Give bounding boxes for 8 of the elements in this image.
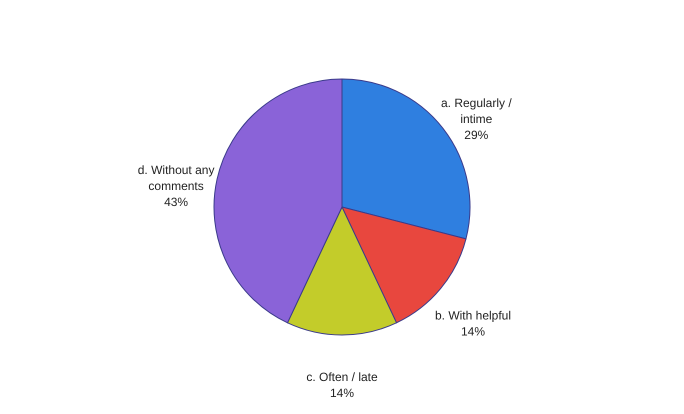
slice-label: d. Without any comments bbox=[138, 162, 214, 193]
data-label: 43% bbox=[164, 194, 188, 209]
data-label: 14% bbox=[460, 324, 486, 338]
slice-label: c. Often / late bbox=[306, 370, 378, 384]
slice-label: b. With helpful bbox=[434, 308, 512, 322]
data-label: 14% bbox=[330, 386, 354, 400]
data-label: 29% bbox=[464, 128, 489, 142]
slice-label: a. Regularly / intime bbox=[440, 96, 512, 126]
